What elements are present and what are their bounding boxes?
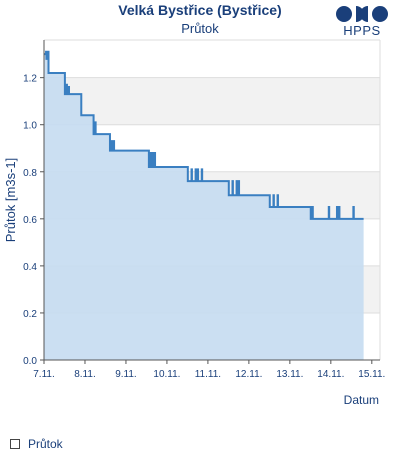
chart-subtitle: Průtok: [181, 21, 219, 36]
chart-title: Velká Bystřice (Bystřice): [118, 2, 282, 18]
hpps-logo: HPPS: [334, 4, 390, 40]
legend-label: Průtok: [28, 437, 63, 451]
y-axis-label: Průtok [m3s-1]: [3, 158, 18, 243]
x-tick-label: 9.11.: [115, 369, 137, 380]
y-tick-label: 1.2: [23, 74, 37, 85]
x-tick-label: 7.11.: [33, 369, 55, 380]
series-line: [44, 50, 364, 220]
x-tick-label: 14.11.: [317, 369, 344, 380]
y-tick-label: 1.0: [23, 121, 37, 132]
legend[interactable]: Průtok: [10, 437, 63, 451]
legend-swatch: [10, 438, 20, 449]
y-tick-label: 0.4: [23, 262, 37, 273]
grid-band: [44, 77, 380, 125]
x-axis-label: Datum: [344, 393, 379, 407]
x-tick-label: 12.11.: [235, 369, 262, 380]
x-tick-label: 11.11.: [195, 369, 221, 380]
logo-text: HPPS: [343, 23, 381, 38]
y-tick-label: 0.2: [23, 309, 37, 320]
logo-shapes-icon: [336, 6, 388, 22]
y-tick-label: 0.0: [23, 356, 37, 367]
x-tick-label: 15.11.: [358, 369, 385, 380]
y-tick-label: 0.8: [23, 168, 37, 179]
x-tick-label: 13.11.: [276, 369, 303, 380]
x-tick-label: 8.11.: [74, 369, 96, 380]
x-tick-label: 10.11.: [153, 369, 180, 380]
series-area: [44, 51, 364, 360]
y-tick-label: 0.6: [23, 215, 37, 226]
